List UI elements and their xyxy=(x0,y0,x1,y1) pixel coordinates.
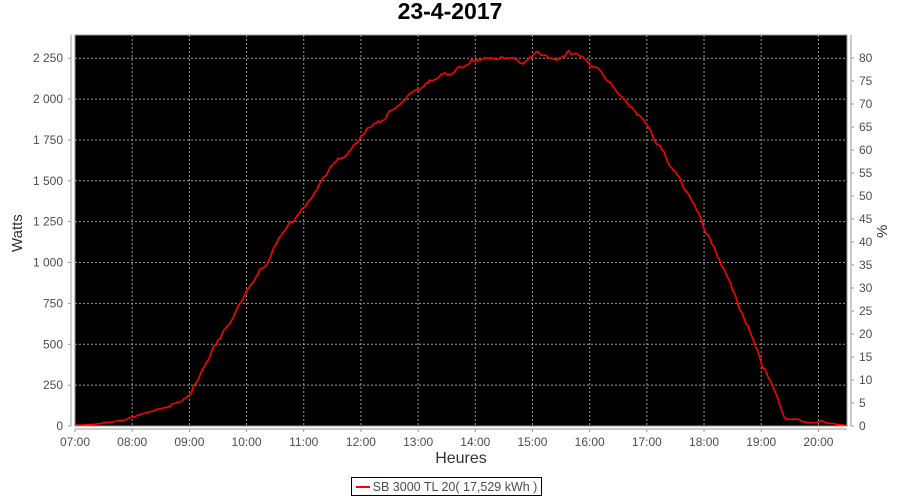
svg-text:16:00: 16:00 xyxy=(575,435,605,449)
svg-text:70: 70 xyxy=(859,97,873,111)
svg-text:40: 40 xyxy=(859,235,873,249)
svg-text:19:00: 19:00 xyxy=(746,435,776,449)
svg-text:55: 55 xyxy=(859,166,873,180)
svg-text:15: 15 xyxy=(859,350,873,364)
svg-text:45: 45 xyxy=(859,212,873,226)
svg-text:2 250: 2 250 xyxy=(33,51,63,65)
svg-text:13:00: 13:00 xyxy=(403,435,433,449)
svg-text:250: 250 xyxy=(43,378,63,392)
svg-text:18:00: 18:00 xyxy=(689,435,719,449)
svg-text:2 000: 2 000 xyxy=(33,92,63,106)
svg-text:500: 500 xyxy=(43,337,63,351)
svg-text:1 000: 1 000 xyxy=(33,256,63,270)
svg-text:80: 80 xyxy=(859,51,873,65)
svg-text:1 500: 1 500 xyxy=(33,174,63,188)
svg-text:30: 30 xyxy=(859,281,873,295)
svg-text:50: 50 xyxy=(859,189,873,203)
svg-text:17:00: 17:00 xyxy=(632,435,662,449)
svg-text:60: 60 xyxy=(859,143,873,157)
svg-text:07:00: 07:00 xyxy=(60,435,90,449)
svg-text:5: 5 xyxy=(859,396,866,410)
svg-text:1 750: 1 750 xyxy=(33,133,63,147)
svg-text:11:00: 11:00 xyxy=(289,435,318,449)
svg-text:14:00: 14:00 xyxy=(460,435,490,449)
svg-text:65: 65 xyxy=(859,120,873,134)
svg-text:0: 0 xyxy=(859,419,866,433)
svg-text:12:00: 12:00 xyxy=(346,435,376,449)
svg-text:1 250: 1 250 xyxy=(33,215,63,229)
svg-text:20: 20 xyxy=(859,327,873,341)
svg-text:09:00: 09:00 xyxy=(174,435,204,449)
svg-text:10:00: 10:00 xyxy=(232,435,262,449)
svg-text:15:00: 15:00 xyxy=(517,435,547,449)
svg-text:10: 10 xyxy=(859,373,873,387)
svg-text:35: 35 xyxy=(859,258,873,272)
svg-text:75: 75 xyxy=(859,74,873,88)
svg-text:25: 25 xyxy=(859,304,873,318)
svg-text:20:00: 20:00 xyxy=(803,435,833,449)
svg-text:08:00: 08:00 xyxy=(117,435,147,449)
svg-text:750: 750 xyxy=(43,296,63,310)
svg-text:0: 0 xyxy=(56,419,63,433)
